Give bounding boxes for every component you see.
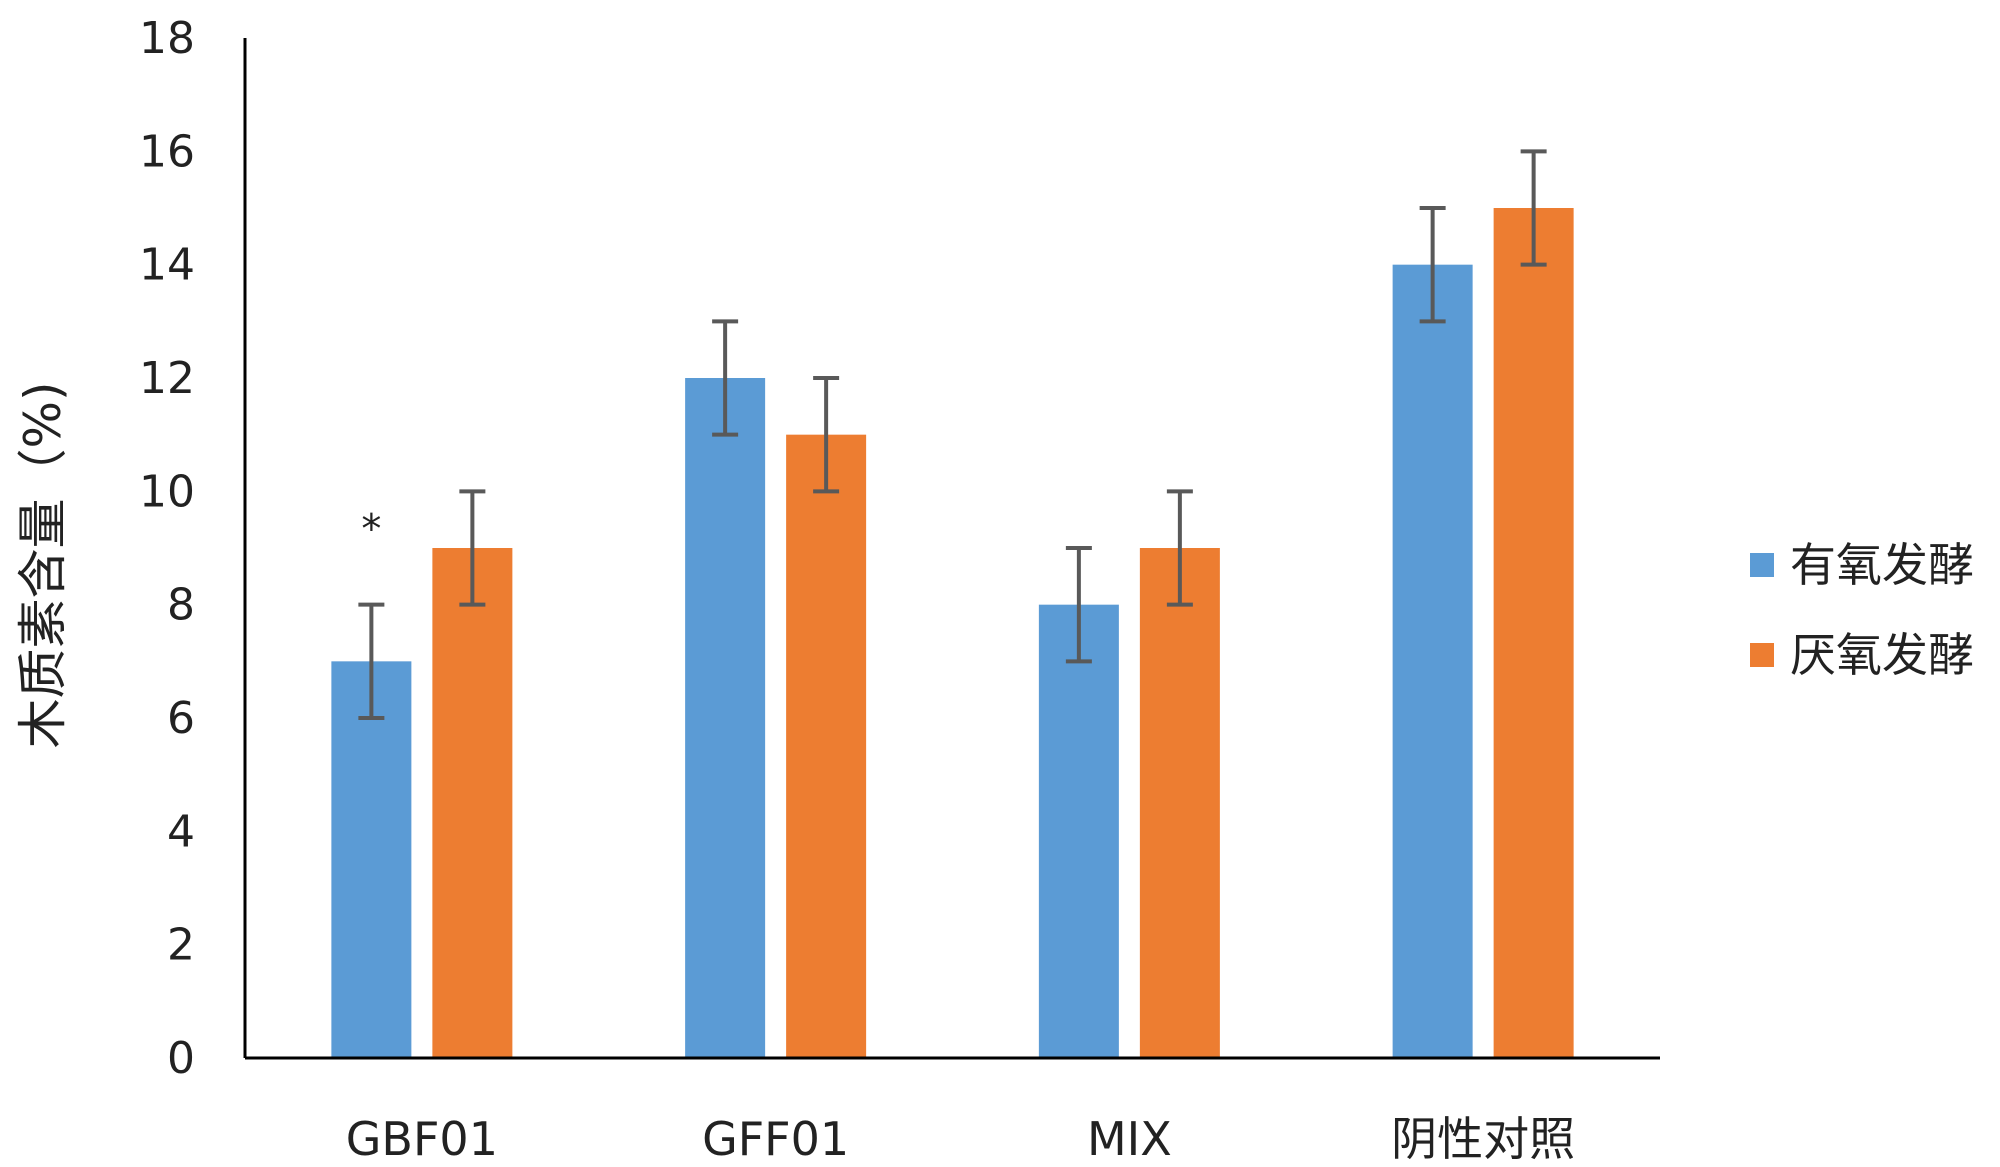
legend-item: 有氧发酵 <box>1750 538 1974 592</box>
error-bar <box>1419 206 1446 324</box>
y-tick-label: 16 <box>139 126 195 177</box>
y-axis-label: 木质素含量（%) <box>14 381 72 748</box>
annotations-group: * <box>361 507 381 553</box>
y-tick-label: 14 <box>139 240 195 291</box>
significance-mark: * <box>361 507 381 553</box>
legend-swatch <box>1750 643 1774 667</box>
bar-anaerobic <box>432 548 513 1058</box>
error-bar <box>813 376 840 494</box>
x-category-label: GBF01 <box>346 1112 498 1166</box>
error-bars-group <box>358 149 1547 720</box>
legend-swatch <box>1750 553 1774 577</box>
y-tick-label: 8 <box>167 580 195 631</box>
error-bar <box>712 319 739 437</box>
y-axis-ticks: 0 2 4 6 8 10 12 14 16 18 <box>139 13 195 1084</box>
legend-label: 有氧发酵 <box>1790 538 1974 592</box>
legend-item: 厌氧发酵 <box>1750 628 1974 682</box>
bar-aerobic <box>685 378 766 1058</box>
x-category-label: 阴性对照 <box>1391 1112 1575 1166</box>
x-category-label: GFF01 <box>702 1112 849 1166</box>
error-bar <box>1065 546 1092 664</box>
legend-label: 厌氧发酵 <box>1790 628 1974 682</box>
y-tick-label: 4 <box>167 806 195 857</box>
error-bar <box>1166 489 1193 607</box>
bar-anaerobic <box>1493 208 1574 1058</box>
y-tick-label: 18 <box>139 13 195 64</box>
y-tick-label: 2 <box>167 920 195 971</box>
bar-anaerobic <box>786 434 867 1059</box>
y-tick-label: 6 <box>167 693 195 744</box>
x-axis-labels: GBF01 GFF01 MIX 阴性对照 <box>346 1112 1575 1166</box>
y-tick-label: 0 <box>167 1033 195 1084</box>
x-category-label: MIX <box>1087 1112 1172 1166</box>
bar-aerobic <box>331 661 412 1058</box>
error-bar <box>459 489 486 607</box>
error-bar <box>1520 149 1547 267</box>
bar-anaerobic <box>1139 548 1220 1058</box>
bar-aerobic <box>1392 264 1473 1059</box>
bars-group <box>331 208 1574 1059</box>
error-bar <box>358 602 385 720</box>
y-tick-label: 12 <box>139 353 195 404</box>
bar-aerobic <box>1038 604 1119 1058</box>
y-tick-label: 10 <box>139 466 195 517</box>
